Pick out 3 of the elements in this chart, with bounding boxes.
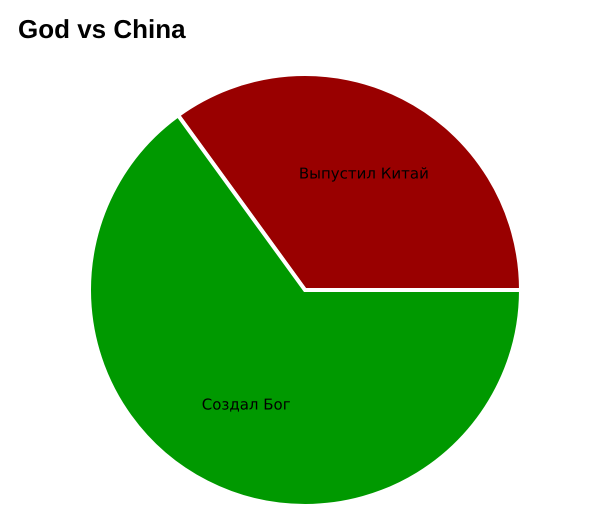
slice-label: Выпустил Китай xyxy=(298,164,429,183)
slice-label: Создал Бог xyxy=(202,396,291,414)
chart-title: God vs China xyxy=(18,14,186,44)
